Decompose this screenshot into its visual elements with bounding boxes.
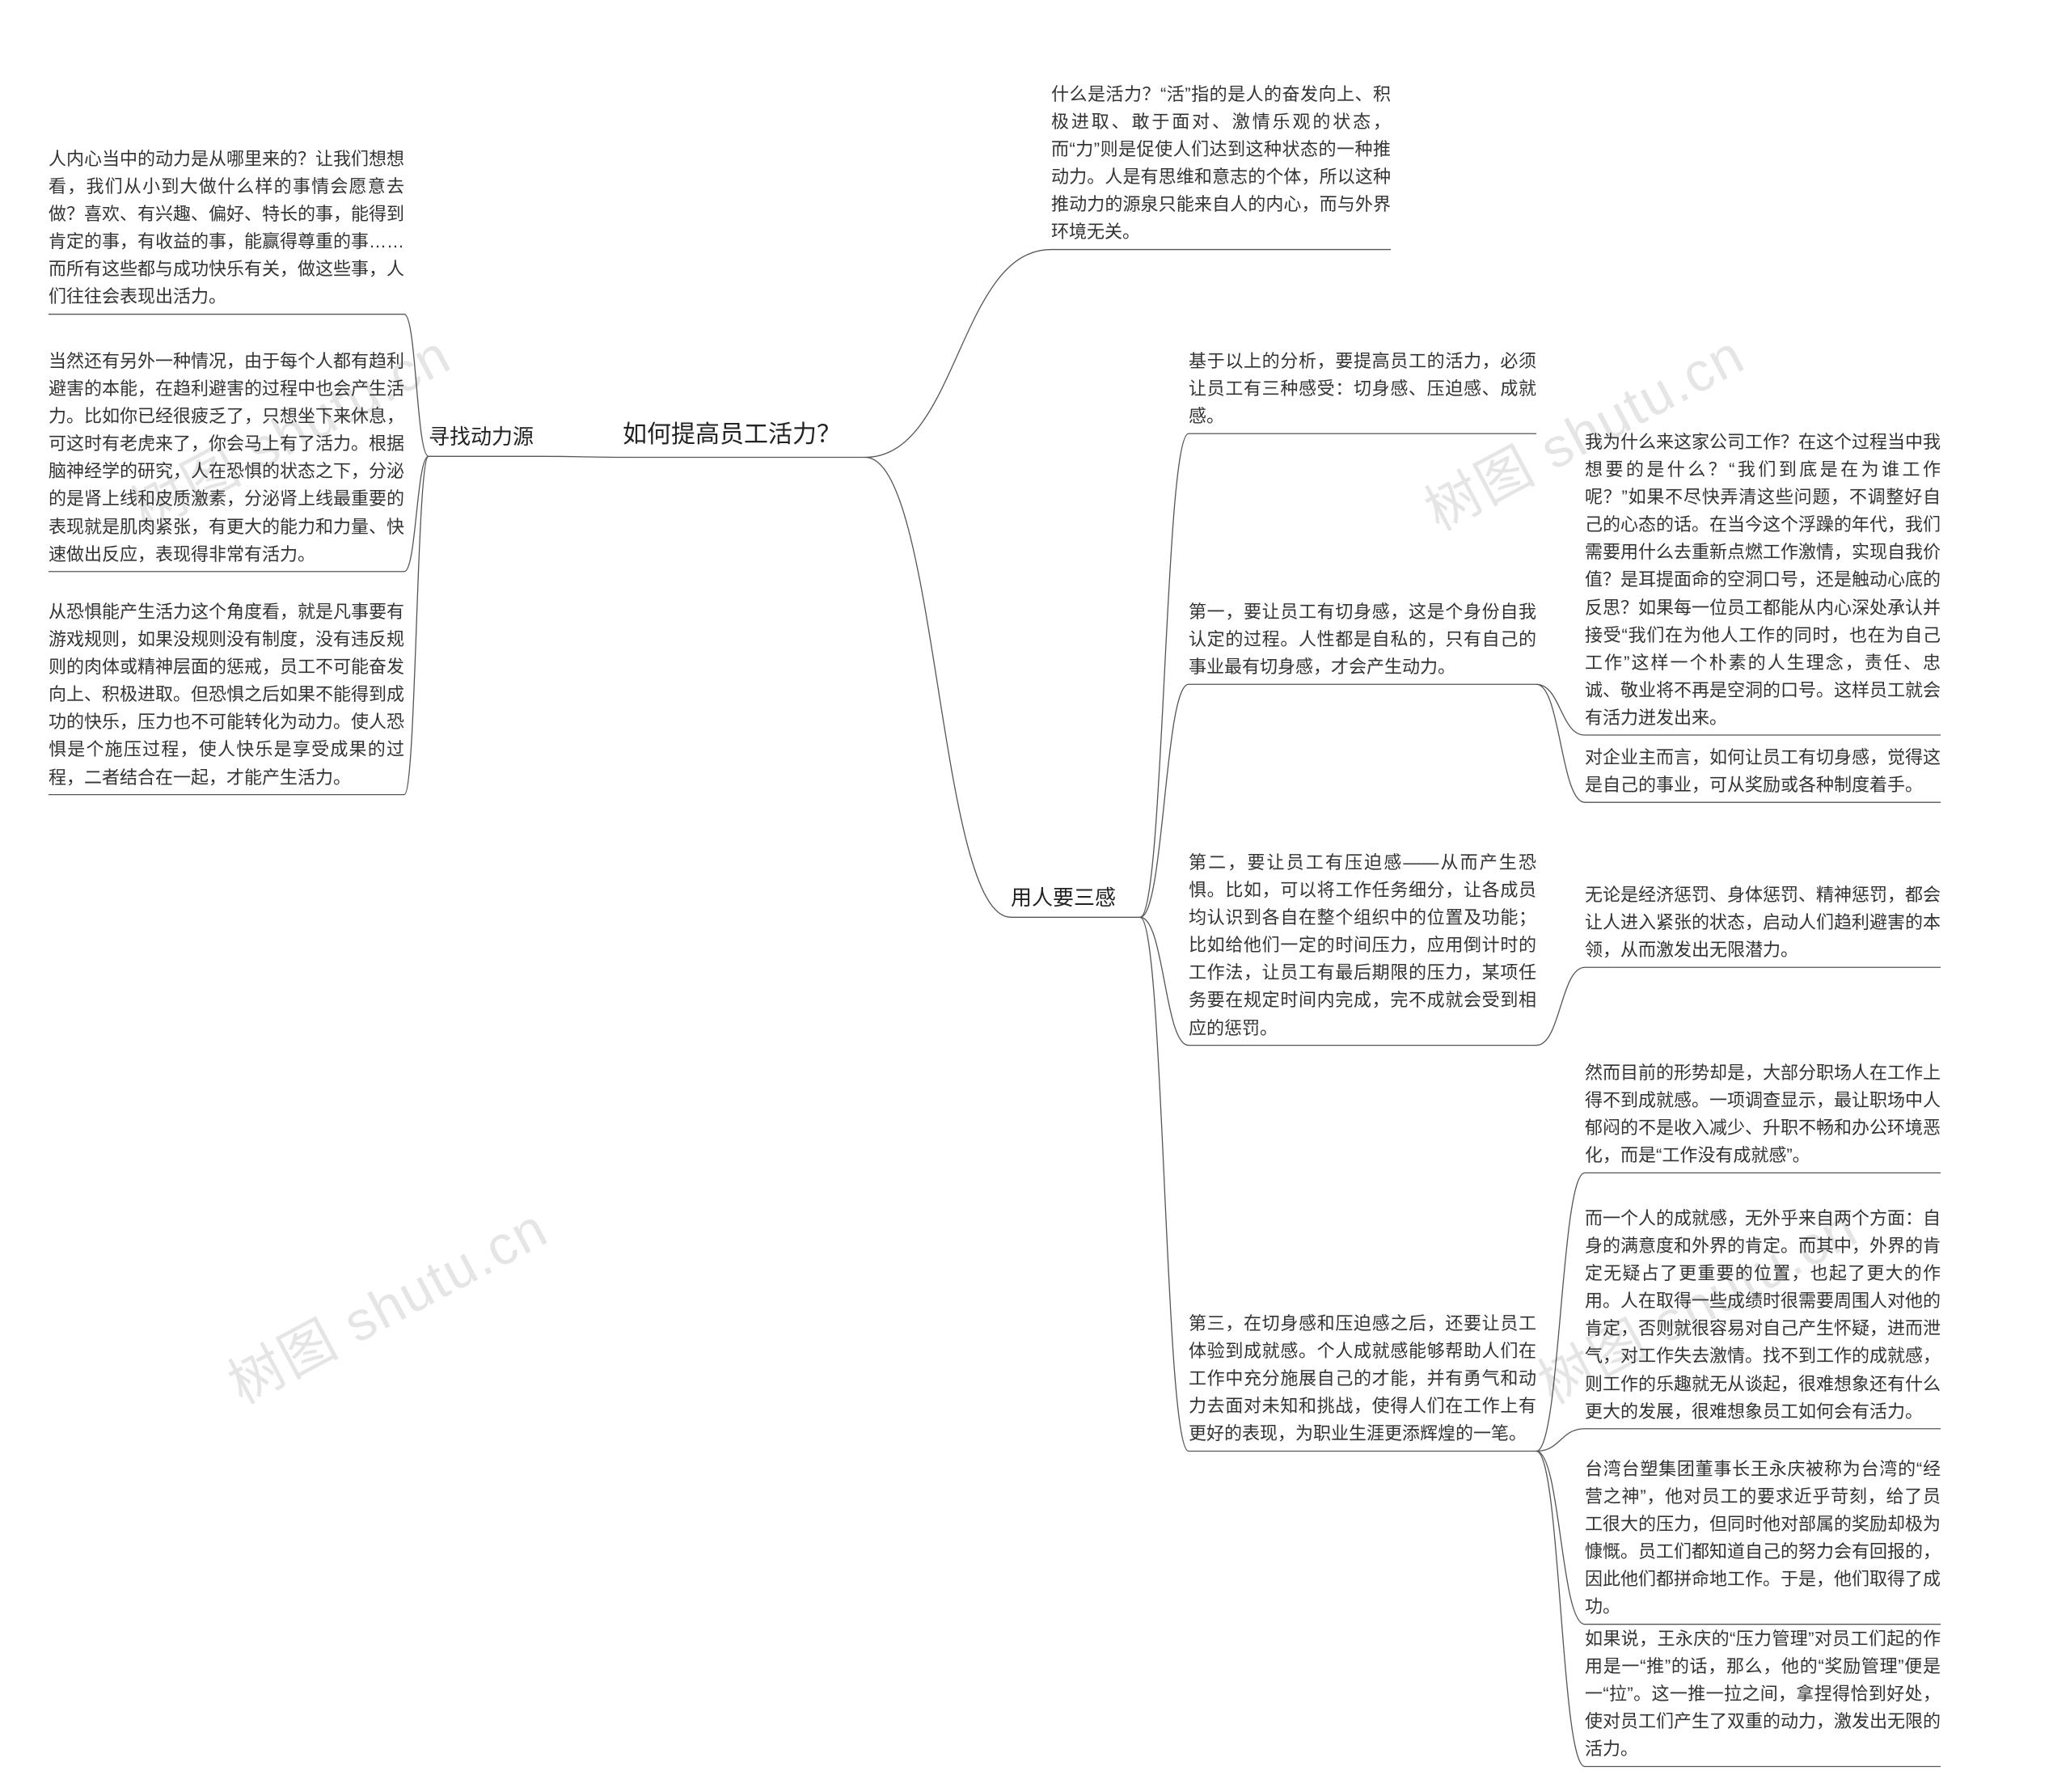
watermark: 树图 shutu.cn [212, 1184, 560, 1419]
leaf-left-3[interactable]: 从恐惧能产生活力这个角度看，就是凡事要有游戏规则，如果没规则没有制度，没有违反规… [49, 598, 404, 792]
root-node[interactable]: 如何提高员工活力？ [623, 416, 865, 454]
leaf-sense-3b[interactable]: 而一个人的成就感，无外乎来自两个方面：自身的满意度和外界的肯定。而其中，外界的肯… [1585, 1205, 1941, 1426]
branch-three-senses[interactable]: 用人要三感 [1011, 881, 1140, 914]
leaf-sense-3d[interactable]: 如果说，王永庆的“压力管理”对员工们起的作用是一“推”的话，那么，他的“奖励管理… [1585, 1625, 1941, 1763]
leaf-sense-2a[interactable]: 无论是经济惩罚、身体惩罚、精神惩罚，都会让人进入紧张的状态，启动人们趋利避害的本… [1585, 881, 1941, 964]
mindmap-canvas: 树图 shutu.cn 树图 shutu.cn 树图 shutu.cn 树图 s… [0, 0, 2070, 1792]
leaf-sense-1b[interactable]: 对企业主而言，如何让员工有切身感，觉得这是自己的事业，可从奖励或各种制度着手。 [1585, 744, 1941, 799]
leaf-sense-1[interactable]: 第一，要让员工有切身感，这是个身份自我认定的过程。人性都是自私的，只有自己的事业… [1189, 598, 1536, 681]
leaf-sense-2[interactable]: 第二，要让员工有压迫感——从而产生恐惧。比如，可以将工作任务细分，让各成员均认识… [1189, 849, 1536, 1042]
leaf-sense-3c[interactable]: 台湾台塑集团董事长王永庆被称为台湾的“经营之神”，他对员工的要求近乎苛刻，给了员… [1585, 1456, 1941, 1621]
leaf-sense-3[interactable]: 第三，在切身感和压迫感之后，还要让员工体验到成就感。个人成就感能够帮助人们在工作… [1189, 1310, 1536, 1448]
leaf-left-1[interactable]: 人内心当中的动力是从哪里来的？让我们想想看，我们从小到大做什么样的事情会愿意去做… [49, 146, 404, 311]
leaf-what-is-vitality[interactable]: 什么是活力？“活”指的是人的奋发向上、积极进取、敢于面对、激情乐观的状态，而“力… [1051, 81, 1391, 247]
leaf-sense-1a[interactable]: 我为什么来这家公司工作？在这个过程当中我想要的是什么？“我们到底是在为谁工作呢？… [1585, 429, 1941, 732]
leaf-left-2[interactable]: 当然还有另外一种情况，由于每个人都有趋利避害的本能，在趋利避害的过程中也会产生活… [49, 348, 404, 568]
branch-find-motivation[interactable]: 寻找动力源 [429, 421, 542, 453]
leaf-three-senses-intro[interactable]: 基于以上的分析，要提高员工的活力，必须让员工有三种感受：切身感、压迫感、成就感。 [1189, 348, 1536, 430]
leaf-sense-3a[interactable]: 然而目前的形势却是，大部分职场人在工作上得不到成就感。一项调查显示，最让职场中人… [1585, 1059, 1941, 1169]
